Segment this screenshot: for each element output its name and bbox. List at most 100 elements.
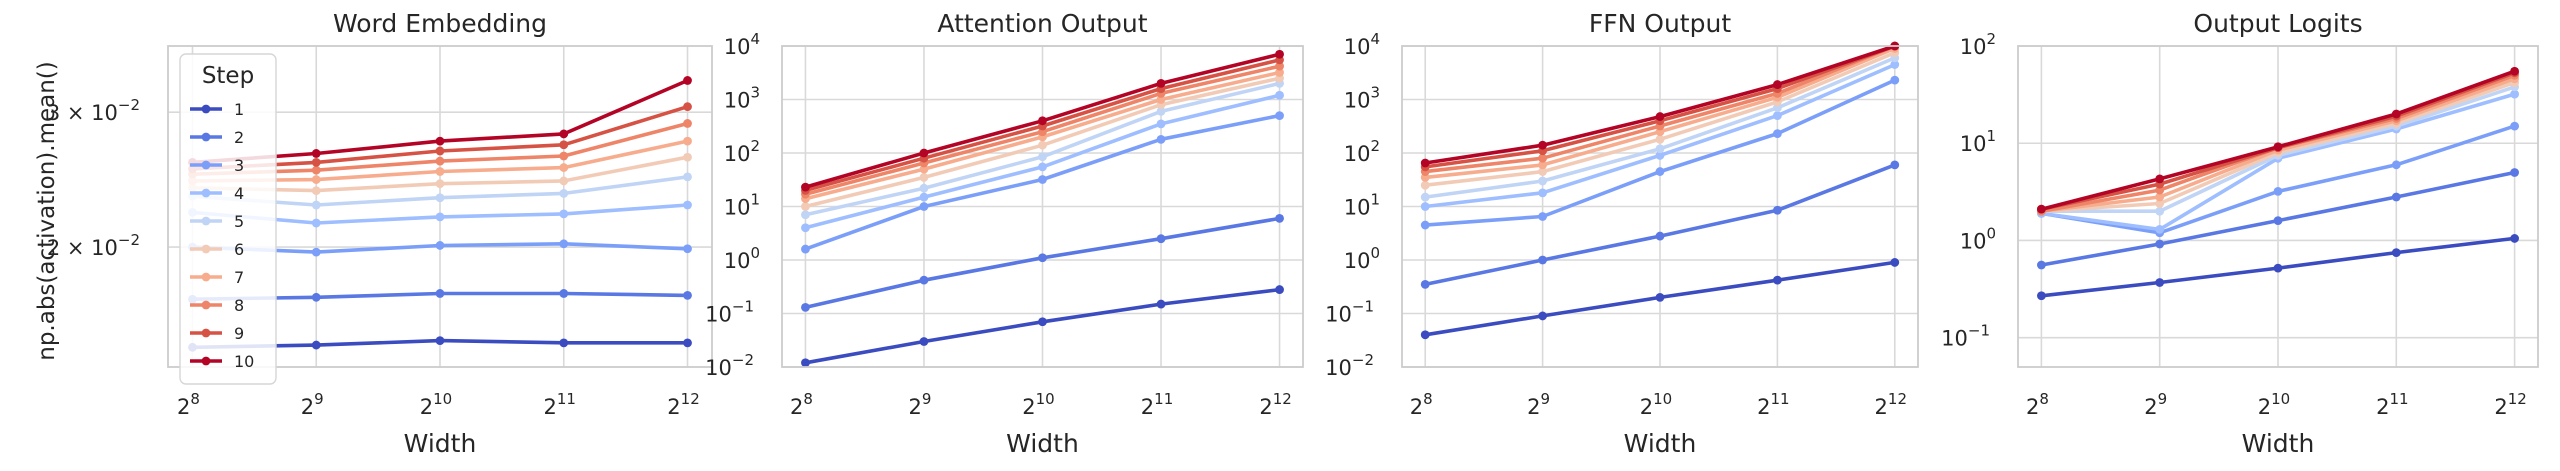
data-point — [1890, 160, 1900, 170]
x-tick-label: 210 — [1022, 390, 1054, 419]
x-tick-label: 210 — [1640, 390, 1672, 419]
data-point — [435, 289, 445, 298]
y-tick-label-base: 10 — [1325, 356, 1352, 380]
data-point — [801, 223, 810, 233]
data-point — [1538, 311, 1548, 321]
x-tick-label: 212 — [1875, 390, 1907, 419]
x-tick-label: 29 — [2144, 390, 2167, 419]
x-tick-label-base: 2 — [790, 395, 803, 419]
data-point — [1156, 134, 1166, 144]
data-point — [919, 192, 929, 202]
data-point — [1420, 192, 1430, 202]
y-tick-label-exp: −2 — [732, 351, 754, 369]
y-tick-label-exp: −2 — [118, 231, 140, 249]
y-tick-label-base: 10 — [1344, 196, 1371, 220]
data-point — [1275, 111, 1284, 121]
x-tick-label-base: 2 — [909, 395, 922, 419]
y-tick-label-exp: 3 — [1370, 84, 1380, 102]
y-tick-label-base: 10 — [1325, 303, 1352, 327]
data-point — [311, 218, 321, 228]
plot-frame — [2017, 45, 2539, 368]
plot-frame — [167, 45, 713, 368]
series-group — [2037, 66, 2520, 301]
legend-label: 8 — [234, 296, 244, 315]
data-point — [2155, 199, 2165, 208]
data-point — [683, 152, 692, 162]
y-tick-label: 101 — [1344, 191, 1380, 220]
data-point — [919, 148, 929, 158]
legend-marker — [201, 188, 211, 198]
data-point — [683, 76, 692, 85]
data-point — [1156, 299, 1166, 309]
y-tick-label-exp: 4 — [750, 30, 760, 48]
data-point — [559, 163, 569, 172]
x-tick-label-base: 2 — [1757, 395, 1770, 419]
x-tick-label-exp: 12 — [1888, 390, 1907, 408]
data-point — [559, 151, 569, 161]
data-point — [435, 146, 445, 156]
y-tick-label-base: 10 — [1960, 229, 1987, 253]
y-tick-label-exp: −1 — [1352, 298, 1374, 316]
data-point — [683, 244, 692, 254]
data-point — [1156, 234, 1166, 244]
legend-label: 1 — [234, 100, 244, 119]
x-tick-label-exp: 11 — [1771, 390, 1790, 408]
data-point — [559, 239, 569, 249]
data-point — [683, 119, 692, 128]
x-tick-label-base: 2 — [1875, 395, 1888, 419]
y-tick-label-base: 10 — [724, 142, 751, 166]
x-tick-label-base: 2 — [667, 395, 680, 419]
data-point — [559, 209, 569, 219]
y-tick-label: 10−1 — [1325, 298, 1374, 327]
data-point — [1538, 140, 1548, 150]
y-tick-label: 104 — [1344, 30, 1380, 59]
data-point — [2155, 278, 2165, 287]
legend-marker — [201, 328, 211, 338]
legend-label: 5 — [234, 212, 244, 231]
data-point — [435, 241, 445, 250]
y-tick-label: 10−1 — [705, 298, 754, 327]
y-axis-label: np.abs(activation).mean() — [34, 61, 60, 361]
y-tick-label-exp: 0 — [1370, 244, 1380, 262]
data-point — [1275, 68, 1284, 77]
y-tick-label: 2 × 10−2 — [47, 231, 140, 260]
x-tick-label: 29 — [909, 390, 932, 419]
x-axis-label: Width — [404, 429, 477, 458]
data-point — [435, 167, 445, 176]
data-point — [1156, 119, 1166, 129]
data-point — [1655, 292, 1665, 302]
x-tick-label-base: 2 — [1410, 395, 1423, 419]
x-tick-label-base: 2 — [301, 395, 314, 419]
x-tick-label: 212 — [667, 390, 699, 419]
y-tick-label-base: 10 — [1344, 142, 1371, 166]
y-tick-label: 3 × 10−2 — [47, 96, 140, 125]
data-point — [801, 244, 810, 254]
data-point — [311, 149, 321, 158]
y-tick-label-base: 10 — [724, 35, 751, 59]
legend-marker — [201, 356, 211, 366]
data-point — [2155, 192, 2165, 202]
x-tick-label: 29 — [301, 390, 324, 419]
x-tick-label-base: 2 — [2026, 395, 2039, 419]
data-point — [1275, 213, 1284, 223]
data-point — [2510, 234, 2520, 243]
data-point — [2037, 260, 2046, 270]
data-point — [1420, 220, 1430, 230]
x-tick-label-exp: 10 — [1653, 390, 1672, 408]
data-point — [2510, 66, 2520, 76]
y-tick-label: 104 — [724, 30, 760, 59]
data-point — [2510, 121, 2520, 131]
data-point — [1538, 153, 1548, 163]
y-tick-label: 100 — [724, 244, 760, 273]
y-tick-label-exp: −2 — [1352, 351, 1374, 369]
x-tick-label-exp: 9 — [314, 390, 324, 408]
y-tick-label-base: 10 — [1344, 249, 1371, 273]
legend-marker — [201, 216, 211, 226]
x-tick-label: 211 — [1141, 390, 1173, 419]
x-tick-label-exp: 12 — [2508, 390, 2527, 408]
y-tick-label-base: 10 — [705, 303, 732, 327]
data-point — [2510, 168, 2520, 177]
